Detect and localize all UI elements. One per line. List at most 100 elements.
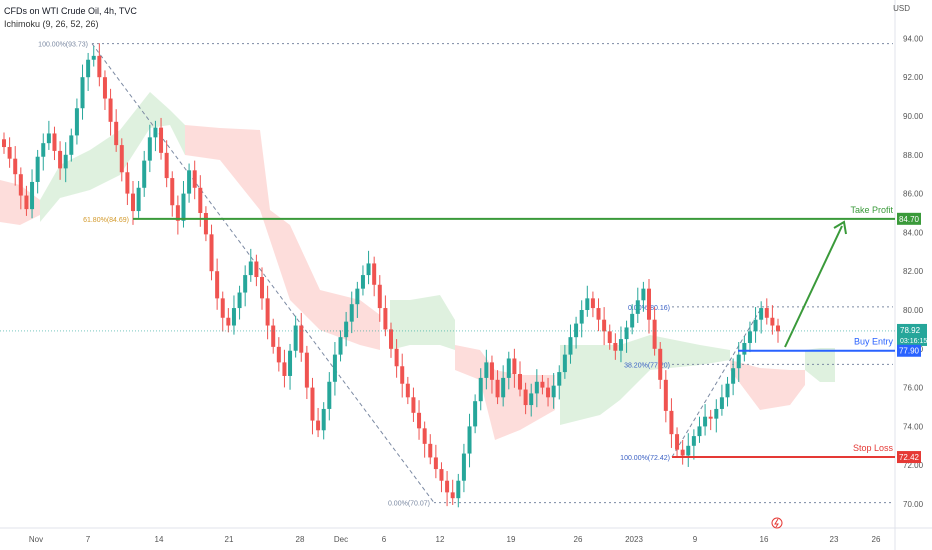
ichimoku-cloud-band	[390, 295, 455, 350]
ichimoku-cloud	[0, 92, 835, 440]
candle-body	[80, 77, 85, 109]
time-tick-label: Nov	[29, 535, 43, 544]
candle-body	[568, 337, 573, 355]
candle-body	[360, 275, 365, 289]
fib-level-label: 100.00%(93.73)	[38, 42, 88, 49]
candle-body	[237, 292, 242, 309]
candle-body	[518, 374, 522, 390]
candle-body	[489, 362, 494, 380]
candle-body	[338, 337, 343, 355]
candle-body	[2, 139, 6, 148]
candle-body	[551, 385, 556, 398]
candle-body	[613, 342, 618, 351]
candle-body	[86, 59, 91, 78]
candle-body	[428, 443, 433, 458]
candle-body	[433, 457, 438, 470]
candle-body	[534, 381, 539, 394]
time-tick-label: 7	[86, 535, 91, 544]
candle-body	[618, 339, 623, 351]
price-tick-label: 88.00	[903, 151, 924, 160]
price-tick-label: 86.00	[903, 190, 924, 199]
price-tick-label: 90.00	[903, 112, 924, 121]
fib-level-label: 61.80%(84.69)	[83, 217, 129, 224]
event-marker-icon	[771, 517, 783, 529]
candle-body	[747, 331, 752, 343]
indicator-legend[interactable]: Ichimoku (9, 26, 52, 26)	[4, 19, 99, 29]
candle-body	[658, 348, 663, 380]
time-tick-label: Dec	[334, 535, 348, 544]
candle-body	[635, 300, 640, 314]
candle-body	[714, 408, 719, 419]
time-tick-label: 28	[296, 535, 305, 544]
last-price-badge	[897, 323, 927, 346]
candle-body	[461, 453, 466, 481]
time-tick-label: 2023	[625, 535, 643, 544]
candle-body	[41, 143, 46, 157]
price-tick-label: 72.00	[903, 461, 924, 470]
lightning-icon	[774, 518, 779, 528]
candle-body	[114, 121, 119, 146]
candle-body	[198, 187, 203, 213]
last-price-value: 78.92	[900, 326, 921, 335]
candle-body	[310, 387, 315, 421]
time-tick-label: 23	[830, 535, 839, 544]
time-tick-label: 6	[382, 535, 387, 544]
time-tick-label: 19	[507, 535, 516, 544]
ichimoku-cloud-band	[0, 180, 40, 225]
candle-body	[473, 401, 478, 427]
target-arrow-line	[784, 225, 843, 348]
candle-body	[69, 135, 74, 155]
candle-body	[243, 275, 248, 293]
time-tick-label: 16	[760, 535, 769, 544]
candle-body	[265, 298, 270, 326]
candle-body	[512, 358, 517, 375]
time-tick-label: 26	[872, 535, 881, 544]
time-tick-label: 14	[155, 535, 164, 544]
price-tick-label: 92.00	[903, 73, 924, 82]
candle-body	[630, 313, 635, 328]
buy-entry-label: Buy Entry	[854, 337, 894, 347]
candle-body	[74, 108, 79, 136]
candle-body	[647, 288, 651, 320]
candle-body	[585, 298, 590, 310]
candle-body	[63, 154, 68, 169]
price-tick-label: 80.00	[903, 306, 924, 315]
candle-body	[624, 327, 629, 340]
fib-trend-line	[91, 43, 435, 503]
candle-body	[764, 308, 769, 318]
candle-body	[321, 408, 326, 431]
candle-body	[697, 426, 702, 437]
candle-body	[299, 325, 304, 353]
candle-body	[725, 383, 730, 398]
candle-body	[30, 181, 35, 210]
candle-body	[91, 55, 96, 60]
price-tick-label: 70.00	[903, 500, 924, 509]
candle-body	[344, 321, 349, 338]
candle-body	[719, 397, 724, 409]
candle-body	[417, 412, 422, 429]
time-tick-label: 9	[693, 535, 698, 544]
candle-body	[102, 77, 107, 99]
candle-body	[282, 362, 287, 376]
time-tick-label: 26	[574, 535, 583, 544]
candle-body	[181, 193, 186, 221]
candle-body	[220, 298, 225, 318]
candle-body	[675, 434, 680, 450]
candle-body	[394, 348, 399, 367]
candle-body	[108, 98, 113, 122]
buy-entry-badge	[897, 344, 921, 357]
candle-body	[731, 368, 736, 384]
candle-body	[753, 319, 758, 332]
fib-trend-line	[671, 306, 763, 458]
candle-body	[131, 193, 135, 212]
candle-body	[97, 55, 102, 78]
candle-body	[316, 420, 321, 431]
countdown-value: 03:16:15	[900, 338, 927, 345]
candle-body	[383, 308, 388, 330]
candle-body	[366, 263, 371, 276]
stop-loss-label: Stop Loss	[853, 443, 894, 453]
candle-body	[574, 323, 579, 338]
candle-body	[456, 480, 461, 499]
price-tick-label: 76.00	[903, 384, 924, 393]
